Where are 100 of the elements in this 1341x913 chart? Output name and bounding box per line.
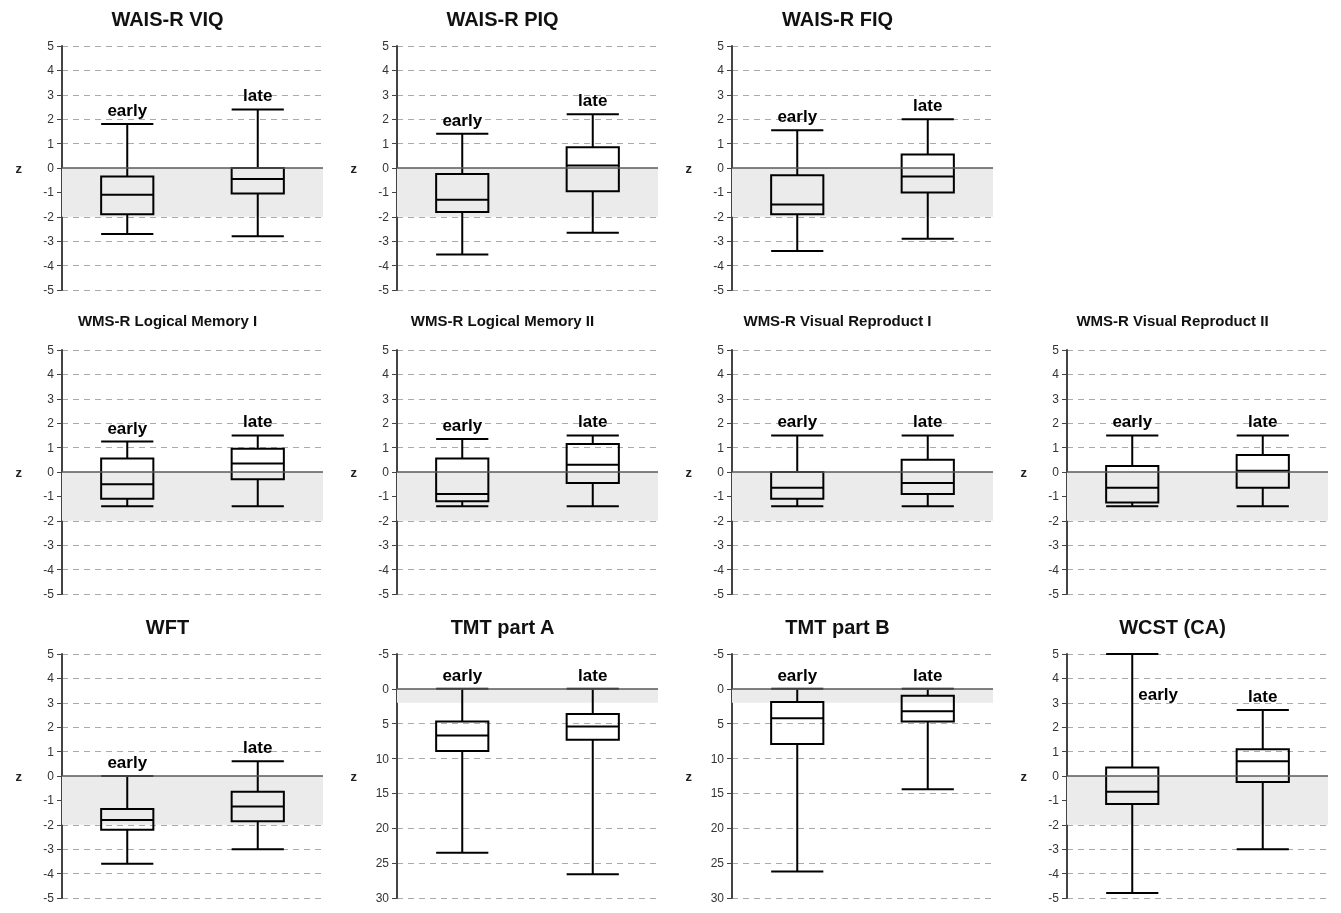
y-axis-title: z [15, 464, 23, 480]
y-tick-label: -5 [378, 587, 390, 601]
x-tick-label: early [107, 101, 148, 121]
y-tick-label: 25 [710, 856, 725, 871]
y-tick-label: 0 [382, 681, 390, 696]
y-tick-label: 4 [382, 63, 390, 78]
y-tick-label: -3 [378, 234, 390, 249]
y-tick-label: 4 [1052, 671, 1060, 686]
y-tick-label: 25 [375, 856, 390, 871]
y-tick-label: 2 [382, 112, 390, 127]
y-tick-label: -5 [43, 587, 55, 601]
y-axis-title: z [350, 464, 358, 480]
y-tick-label: 0 [47, 465, 55, 479]
y-tick-label: 0 [717, 161, 725, 175]
y-tick-label: 2 [47, 416, 55, 431]
y-axis-title: z [685, 464, 693, 480]
y-tick-label: 2 [1052, 416, 1060, 431]
y-tick-label: -1 [713, 185, 725, 200]
y-tick-label: 5 [47, 39, 55, 53]
y-tick-label: 5 [47, 647, 55, 661]
y-tick-label: 30 [710, 891, 725, 905]
y-tick-label: 15 [710, 786, 725, 801]
y-tick-label: 0 [47, 161, 55, 175]
y-tick-label: -5 [713, 587, 725, 601]
x-tick-label: early [442, 110, 483, 130]
y-tick-label: 1 [717, 136, 725, 151]
y-tick-label: -1 [1048, 489, 1060, 504]
x-tick-label: late [243, 86, 273, 106]
y-tick-label: 3 [717, 87, 725, 102]
chart-title: WCST (CA) [1119, 616, 1226, 638]
y-tick-label: 1 [47, 136, 55, 151]
y-tick-label: 0 [382, 161, 390, 175]
y-tick-label: 3 [47, 695, 55, 710]
y-axis-title: z [1020, 768, 1028, 784]
chart-title: WAIS-R PIQ [446, 8, 559, 30]
y-tick-label: 1 [47, 744, 55, 759]
y-tick-label: 1 [47, 440, 55, 455]
y-tick-label: -1 [43, 793, 55, 808]
y-tick-label: -5 [43, 283, 55, 297]
x-tick-label: early [777, 107, 818, 127]
y-tick-label: 20 [375, 821, 390, 836]
y-tick-label: -5 [1048, 587, 1060, 601]
x-tick-label: late [913, 412, 943, 432]
y-tick-label: 5 [1052, 647, 1060, 661]
y-tick-label: -4 [378, 258, 390, 273]
chart-title: TMT part A [450, 616, 555, 638]
chart-title: WFT [145, 616, 190, 638]
y-tick-label: -4 [43, 866, 55, 881]
y-tick-label: 4 [717, 367, 725, 382]
y-axis-title: z [685, 768, 693, 784]
y-tick-label: -4 [1048, 866, 1060, 881]
chart-title: WMS-R Visual Reproduct I [743, 312, 932, 329]
y-tick-label: -1 [43, 489, 55, 504]
y-tick-label: -5 [43, 891, 55, 905]
y-tick-label: -2 [713, 513, 725, 528]
y-tick-label: 5 [47, 343, 55, 357]
y-tick-label: 5 [382, 39, 390, 53]
y-tick-label: 3 [717, 391, 725, 406]
y-tick-label: -3 [43, 538, 55, 553]
y-tick-label: -4 [1048, 562, 1060, 577]
y-tick-label: 0 [717, 681, 725, 696]
category-label: early [1138, 684, 1178, 704]
y-tick-label: 0 [1052, 465, 1060, 479]
y-tick-label: 0 [717, 465, 725, 479]
y-tick-label: 2 [47, 112, 55, 127]
y-tick-label: 0 [1052, 769, 1060, 783]
y-tick-label: 1 [382, 136, 390, 151]
y-axis-title: z [1020, 464, 1028, 480]
y-tick-label: 1 [717, 440, 725, 455]
y-tick-label: -1 [378, 185, 390, 200]
y-tick-label: 0 [382, 465, 390, 479]
y-tick-label: -5 [713, 647, 725, 661]
chart-title: WMS-R Visual Reproduct II [1076, 312, 1269, 329]
x-tick-label: late [578, 412, 608, 432]
x-tick-label: late [578, 665, 608, 685]
y-tick-label: -2 [378, 513, 390, 528]
y-tick-label: 10 [375, 751, 390, 766]
y-tick-label: 4 [382, 367, 390, 382]
y-tick-label: 10 [710, 751, 725, 766]
x-tick-label: late [913, 96, 943, 116]
y-tick-label: -3 [43, 234, 55, 249]
y-tick-label: -5 [1048, 891, 1060, 905]
y-tick-label: -2 [1048, 513, 1060, 528]
x-tick-label: late [913, 665, 943, 685]
y-tick-label: -4 [378, 562, 390, 577]
y-axis-title: z [15, 160, 23, 176]
y-tick-label: -2 [43, 209, 55, 224]
y-tick-label: -4 [43, 562, 55, 577]
y-tick-label: 1 [382, 440, 390, 455]
y-tick-label: -2 [1048, 817, 1060, 832]
chart-title: WMS-R Logical Memory I [77, 312, 258, 329]
y-tick-label: 2 [47, 720, 55, 735]
y-tick-label: -5 [713, 283, 725, 297]
y-tick-label: -3 [713, 538, 725, 553]
y-tick-label: -2 [378, 209, 390, 224]
y-tick-label: 5 [717, 39, 725, 53]
y-axis-title: z [350, 160, 358, 176]
x-tick-label: early [442, 665, 483, 685]
y-tick-label: 4 [1052, 367, 1060, 382]
y-tick-label: 15 [375, 786, 390, 801]
